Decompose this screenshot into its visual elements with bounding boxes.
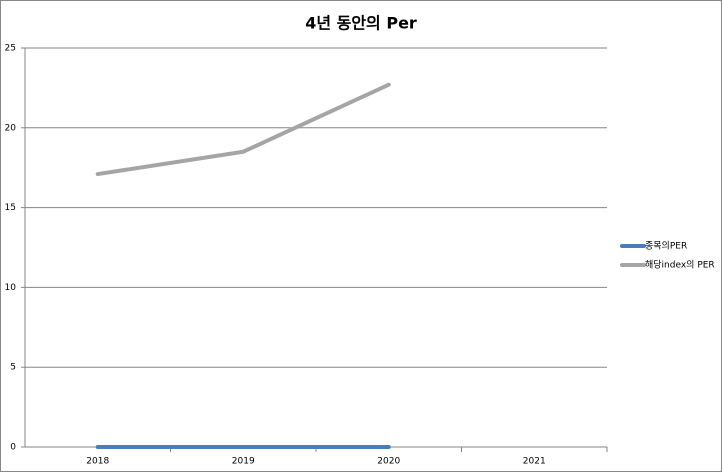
y-tick-label: 10 — [5, 283, 17, 293]
x-tick-label: 2018 — [86, 457, 109, 467]
y-tick-label: 0 — [10, 443, 16, 453]
chart-title: 4년 동안의 Per — [305, 14, 417, 33]
x-tick-label: 2020 — [377, 457, 400, 467]
x-tick-label: 2019 — [232, 457, 255, 467]
series-line — [95, 82, 391, 177]
y-tick-label: 15 — [5, 203, 16, 213]
y-tick-label: 20 — [5, 123, 17, 133]
y-tick-label: 5 — [10, 363, 16, 373]
x-tick-label: 2021 — [523, 457, 546, 467]
legend-label: 해당index의 PER — [645, 260, 715, 271]
legend-label: 종목의PER — [645, 241, 687, 252]
y-tick-label: 25 — [5, 44, 16, 54]
